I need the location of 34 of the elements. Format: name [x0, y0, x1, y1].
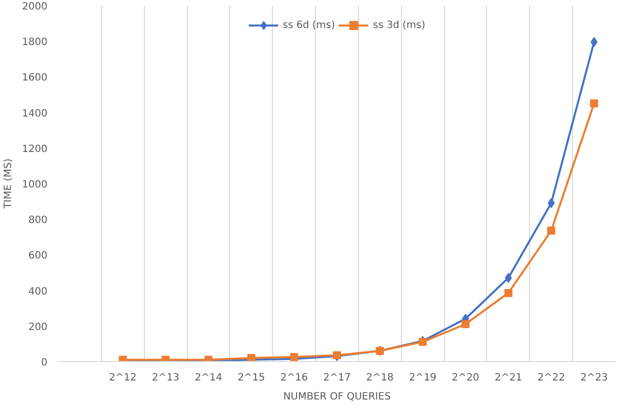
x-tick-label: 2^23 [580, 372, 608, 384]
x-tick-label: 2^20 [452, 372, 480, 384]
x-tick-label: 2^21 [494, 372, 522, 384]
y-tick-label: 1600 [22, 72, 48, 84]
x-tick-label: 2^13 [152, 372, 180, 384]
x-axis-title: NUMBER OF QUERIES [283, 392, 391, 402]
legend-label: ss 6d (ms) [282, 20, 335, 30]
y-tick-label: 1400 [22, 108, 48, 120]
point [590, 36, 598, 47]
point [504, 272, 512, 283]
y-tick-label: 400 [28, 286, 48, 298]
y-tick-label: 0 [41, 358, 48, 368]
x-tick-label: 2^16 [280, 372, 308, 384]
y-tick-label: 800 [28, 215, 48, 226]
x-tick-label: 2^17 [323, 372, 351, 384]
y-tick-label: 2000 [22, 2, 48, 12]
y-tick-label: 1000 [22, 180, 48, 190]
y-tick-label: 1800 [22, 37, 48, 48]
x-tick-label: 2^15 [238, 372, 266, 384]
y-tick-label: 1200 [22, 144, 48, 155]
x-tick-label: 2^22 [538, 372, 565, 384]
x-tick-label: 2^12 [109, 372, 137, 384]
point [590, 99, 598, 108]
legend-label: ss 3d (ms) [373, 20, 426, 30]
x-tick-label: 2^14 [194, 372, 222, 384]
point [504, 288, 512, 297]
point [547, 226, 556, 235]
point [462, 320, 470, 328]
x-tick-label: 2^19 [408, 372, 436, 384]
y-axis-title: TIME (MS) [3, 158, 14, 210]
x-tick-label: 2^18 [366, 372, 394, 384]
point [548, 198, 555, 208]
y-tick-label: 200 [28, 322, 48, 333]
y-tick-label: 600 [28, 250, 48, 262]
